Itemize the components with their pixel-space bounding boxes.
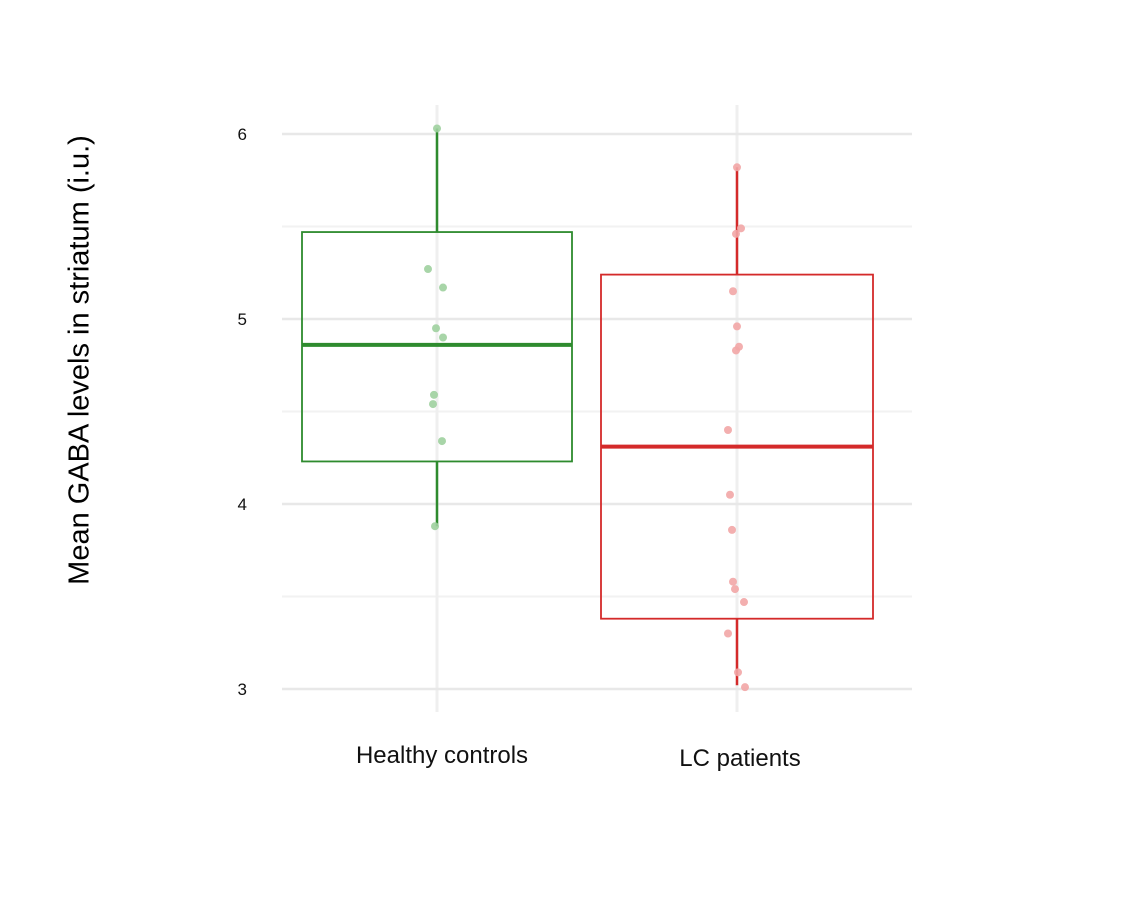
box-group xyxy=(301,128,573,527)
data-point xyxy=(732,229,740,238)
x-category-label: Healthy controls xyxy=(356,742,528,769)
data-point xyxy=(740,598,748,607)
data-point xyxy=(729,287,737,296)
y-tick-label: 5 xyxy=(238,310,247,329)
data-point xyxy=(424,265,432,274)
y-tick-label: 3 xyxy=(238,680,247,699)
data-point xyxy=(741,683,749,692)
data-point xyxy=(432,324,440,333)
data-point xyxy=(737,224,745,233)
major-gridlines xyxy=(282,132,912,691)
box-group xyxy=(600,167,874,686)
minor-gridlines xyxy=(282,105,912,712)
x-category-label: LC patients xyxy=(679,745,800,772)
data-point xyxy=(732,346,740,355)
data-point xyxy=(734,668,742,677)
jitter-points xyxy=(424,124,749,692)
data-point xyxy=(733,163,741,172)
data-point xyxy=(724,629,732,638)
data-point xyxy=(728,525,736,534)
data-point xyxy=(731,585,739,594)
data-point xyxy=(724,426,732,434)
data-point xyxy=(430,390,438,399)
box-groups xyxy=(301,128,874,686)
data-point xyxy=(438,437,446,446)
data-point xyxy=(431,522,439,531)
y-tick-labels: 3 4 5 6 xyxy=(238,125,247,699)
data-point xyxy=(726,490,734,499)
data-point xyxy=(433,124,441,133)
data-point xyxy=(439,333,447,342)
y-tick-label: 6 xyxy=(238,125,247,144)
y-tick-label: 4 xyxy=(238,495,247,514)
x-category-labels: Healthy controls LC patients xyxy=(356,742,801,772)
data-point xyxy=(429,400,437,409)
data-point xyxy=(729,577,737,586)
data-point xyxy=(439,283,447,292)
data-point xyxy=(733,322,741,331)
